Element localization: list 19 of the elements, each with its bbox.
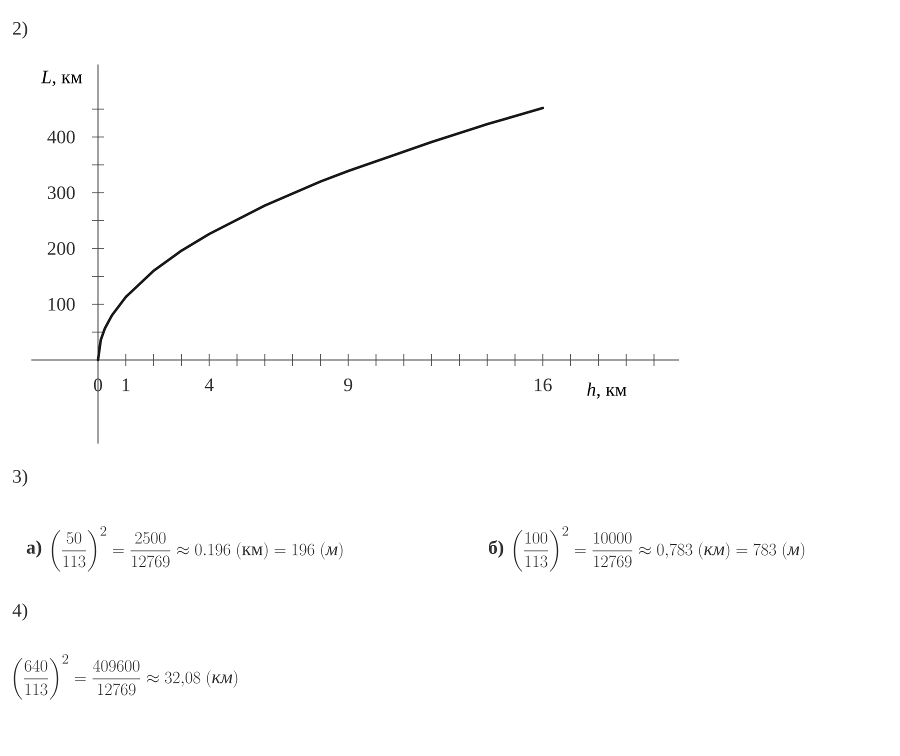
text: а)	[26, 540, 42, 558]
x-axis-title: h, км	[587, 382, 626, 399]
x-tick-label: 4	[204, 378, 214, 392]
x-tick-label: 1	[122, 378, 130, 392]
x-tick-label: 16	[534, 378, 552, 392]
text: б)	[488, 540, 504, 558]
text: 3)	[13, 469, 28, 487]
text: $\left(\frac{640}{113}\right)^{2}=\frac{409600}{12769}\approx 32{,}08\ (\textit{км})$	[14, 654, 238, 700]
y-tick-label: 400	[47, 130, 75, 144]
y-axis-title: L, км	[40, 70, 82, 86]
text: $\left(\frac{100}{113}\right)^{2}=\frac{10000}{12769}\approx 0{,}783\ (\textit{км})=783\ (\textit{м})$	[514, 526, 804, 572]
y-tick-label: 100	[48, 298, 75, 311]
text: $\left(\frac{50}{113}\right)^{2}=\frac{2500}{12769}\approx 0.196\ (\text{км})=196\ (\textit{м})$	[52, 526, 342, 572]
x-tick-label: 9	[344, 378, 352, 392]
text: 2)	[13, 21, 28, 39]
line-series	[96, 106, 544, 362]
y-tick-label: 300	[48, 186, 75, 200]
y-tick-label: 200	[48, 242, 75, 255]
text: 4)	[12, 603, 28, 621]
